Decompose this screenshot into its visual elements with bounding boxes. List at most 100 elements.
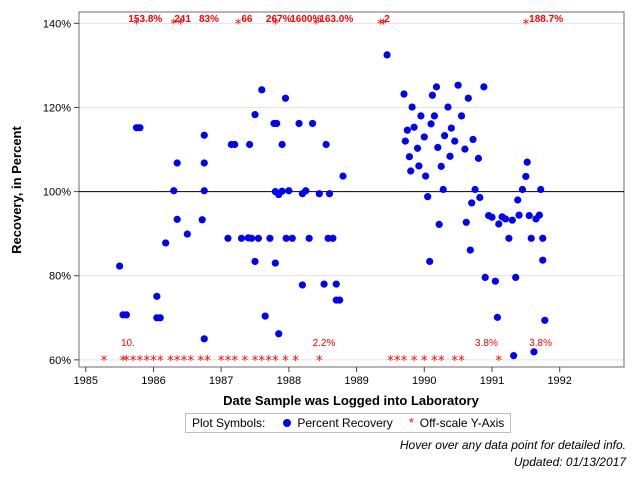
recovery-point[interactable] (410, 123, 418, 131)
recovery-point[interactable] (508, 216, 516, 224)
recovery-point[interactable] (530, 348, 538, 356)
offscale-marker[interactable]: * (272, 354, 279, 369)
recovery-point[interactable] (481, 273, 489, 282)
recovery-point[interactable] (156, 314, 164, 322)
offscale-marker[interactable]: * (316, 354, 323, 369)
recovery-point[interactable] (298, 281, 307, 289)
recovery-point[interactable] (231, 140, 239, 149)
offscale-marker[interactable]: * (458, 354, 465, 369)
recovery-point[interactable] (512, 273, 520, 282)
recovery-point[interactable] (430, 112, 439, 120)
offscale-marker[interactable]: * (438, 354, 445, 369)
recovery-point[interactable] (501, 215, 510, 223)
recovery-point[interactable] (275, 330, 283, 338)
recovery-point[interactable] (454, 81, 462, 89)
recovery-point[interactable] (434, 143, 442, 152)
recovery-point[interactable] (302, 187, 310, 195)
offscale-marker[interactable]: * (198, 354, 205, 369)
offscale-marker[interactable]: * (451, 354, 458, 369)
recovery-point[interactable] (261, 312, 269, 320)
recovery-point[interactable] (424, 193, 432, 201)
recovery-point[interactable] (462, 218, 470, 226)
offscale-marker[interactable]: * (231, 354, 238, 369)
recovery-point[interactable] (254, 234, 263, 242)
recovery-point[interactable] (427, 120, 435, 128)
recovery-point[interactable] (415, 162, 423, 170)
offscale-marker[interactable]: * (272, 17, 279, 32)
recovery-point[interactable] (200, 335, 208, 343)
offscale-marker[interactable]: * (174, 354, 181, 369)
offscale-marker[interactable]: * (394, 354, 401, 369)
recovery-point[interactable] (170, 187, 178, 195)
recovery-point[interactable] (162, 239, 170, 247)
recovery-point[interactable] (122, 311, 130, 319)
recovery-point[interactable] (518, 185, 527, 194)
recovery-point[interactable] (336, 296, 344, 304)
recovery-point[interactable] (308, 119, 317, 128)
offscale-marker[interactable]: * (171, 17, 178, 32)
recovery-point[interactable] (173, 159, 181, 167)
recovery-point[interactable] (495, 220, 503, 228)
recovery-point[interactable] (183, 230, 191, 238)
offscale-marker[interactable]: * (252, 354, 259, 369)
offscale-marker[interactable]: * (292, 354, 299, 369)
offscale-marker[interactable]: * (313, 17, 320, 32)
recovery-point[interactable] (383, 51, 391, 59)
recovery-point[interactable] (271, 259, 279, 267)
recovery-point[interactable] (332, 280, 340, 288)
recovery-point[interactable] (246, 140, 254, 149)
recovery-point[interactable] (514, 196, 522, 204)
recovery-point[interactable] (258, 86, 266, 94)
recovery-point[interactable] (539, 234, 547, 242)
recovery-point[interactable] (474, 154, 483, 162)
recovery-point[interactable] (439, 185, 447, 194)
recovery-point[interactable] (153, 292, 161, 300)
offscale-marker[interactable]: * (120, 354, 127, 369)
recovery-point[interactable] (522, 172, 530, 181)
recovery-point[interactable] (491, 277, 499, 285)
offscale-marker[interactable]: * (143, 354, 150, 369)
recovery-point[interactable] (510, 352, 518, 360)
offscale-marker[interactable]: * (123, 354, 130, 369)
offscale-marker[interactable]: * (265, 354, 272, 369)
recovery-point[interactable] (281, 94, 290, 102)
offscale-marker[interactable]: * (377, 17, 384, 32)
recovery-point[interactable] (444, 103, 452, 111)
recovery-point[interactable] (116, 262, 124, 270)
offscale-marker[interactable]: * (421, 354, 428, 369)
recovery-point[interactable] (282, 234, 290, 242)
recovery-point[interactable] (198, 216, 206, 224)
recovery-point[interactable] (403, 126, 411, 134)
offscale-marker[interactable]: * (218, 354, 225, 369)
recovery-point[interactable] (471, 185, 479, 194)
recovery-point[interactable] (420, 133, 428, 141)
recovery-point[interactable] (417, 112, 425, 120)
recovery-point[interactable] (237, 234, 246, 242)
offscale-marker[interactable]: * (387, 354, 394, 369)
recovery-point[interactable] (437, 162, 445, 170)
recovery-point[interactable] (541, 316, 549, 324)
recovery-point[interactable] (200, 187, 208, 195)
recovery-point[interactable] (224, 234, 232, 242)
recovery-point[interactable] (251, 111, 259, 119)
offscale-marker[interactable]: * (150, 354, 157, 369)
recovery-point[interactable] (505, 234, 513, 242)
recovery-point[interactable] (440, 132, 449, 140)
recovery-point[interactable] (405, 153, 413, 161)
recovery-point[interactable] (451, 137, 459, 145)
recovery-point[interactable] (200, 131, 208, 139)
offscale-marker[interactable]: * (181, 354, 188, 369)
offscale-marker[interactable]: * (401, 354, 408, 369)
recovery-point[interactable] (469, 135, 477, 144)
recovery-point[interactable] (295, 119, 303, 128)
recovery-point[interactable] (447, 124, 455, 132)
offscale-marker[interactable]: * (204, 354, 211, 369)
recovery-point[interactable] (515, 211, 523, 219)
recovery-point[interactable] (288, 234, 296, 242)
recovery-point[interactable] (400, 90, 408, 98)
offscale-marker[interactable]: * (133, 17, 140, 32)
recovery-point[interactable] (173, 215, 181, 223)
offscale-marker[interactable]: * (380, 17, 387, 32)
offscale-marker[interactable]: * (101, 354, 108, 369)
recovery-point[interactable] (461, 145, 469, 153)
